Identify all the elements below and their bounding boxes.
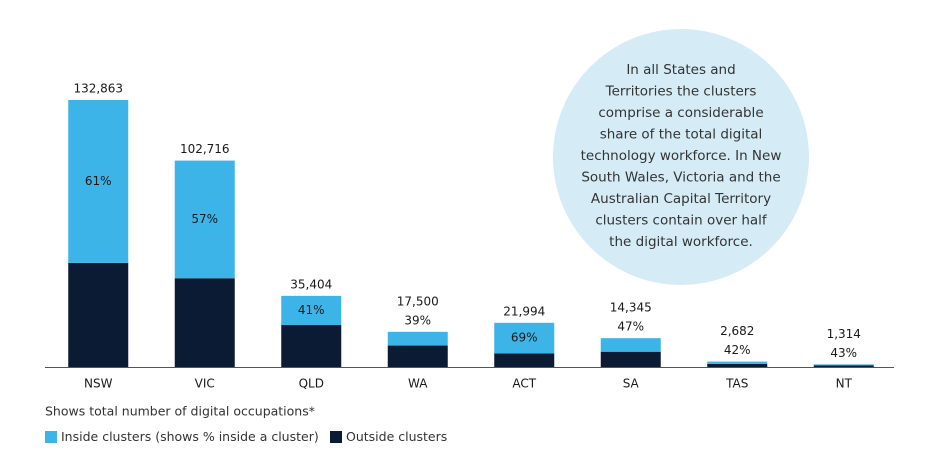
bar-segment bbox=[813, 365, 874, 367]
annotation-line: Territories the clusters bbox=[605, 84, 757, 100]
share-label: 61% bbox=[85, 174, 112, 188]
bar-segment bbox=[494, 322, 555, 354]
total-label: 102,716 bbox=[180, 142, 230, 156]
bar-segment bbox=[494, 353, 555, 367]
x-tick-label: QLD bbox=[299, 377, 324, 391]
bar-segment bbox=[707, 363, 768, 367]
bar-segment bbox=[600, 351, 661, 367]
annotation-line: In all States and bbox=[626, 62, 735, 78]
share-label: 43% bbox=[830, 346, 857, 360]
x-tick-label: NSW bbox=[84, 377, 113, 391]
legend-swatch bbox=[45, 431, 57, 443]
bar-segment bbox=[68, 262, 129, 367]
bar-segment bbox=[813, 364, 874, 366]
annotation-line: technology workforce. In New bbox=[581, 148, 782, 164]
total-label: 1,314 bbox=[827, 327, 861, 341]
bar-segment bbox=[707, 361, 768, 364]
total-label: 21,994 bbox=[503, 304, 545, 318]
x-tick-label: SA bbox=[623, 377, 640, 391]
bar-segment bbox=[281, 325, 342, 367]
bar-segment bbox=[281, 295, 342, 326]
total-label: 14,345 bbox=[610, 301, 652, 315]
annotation-line: clusters contain over half bbox=[595, 213, 768, 229]
annotation-line: the digital workforce. bbox=[609, 234, 753, 250]
bar-segment bbox=[387, 331, 448, 346]
x-tick-label: NT bbox=[836, 377, 853, 391]
total-label: 17,500 bbox=[397, 294, 439, 308]
total-label: 35,404 bbox=[290, 277, 332, 291]
legend-label: Inside clusters (shows % inside a cluste… bbox=[61, 429, 319, 444]
share-label: 41% bbox=[298, 303, 325, 317]
bar-segment bbox=[174, 160, 235, 279]
bar-segment bbox=[600, 338, 661, 352]
x-tick-label: ACT bbox=[512, 377, 536, 391]
share-label: 47% bbox=[617, 320, 644, 334]
bar-segment bbox=[68, 100, 129, 263]
annotation-line: Australian Capital Territory bbox=[591, 191, 771, 207]
legend-label: Outside clusters bbox=[346, 429, 447, 444]
note: Shows total number of digital occupation… bbox=[45, 404, 315, 419]
x-tick-label: WA bbox=[408, 377, 428, 391]
total-label: 2,682 bbox=[720, 324, 754, 338]
annotation-line: share of the total digital bbox=[600, 127, 763, 143]
annotation-line: comprise a considerable bbox=[598, 105, 763, 121]
annotation-bubble bbox=[553, 29, 809, 285]
share-label: 69% bbox=[511, 331, 538, 345]
total-label: 132,863 bbox=[73, 82, 123, 96]
annotation-line: South Wales, Victoria and the bbox=[581, 170, 780, 186]
share-label: 42% bbox=[724, 343, 751, 357]
legend-swatch bbox=[330, 431, 342, 443]
x-tick-label: TAS bbox=[725, 377, 748, 391]
x-tick-label: VIC bbox=[195, 377, 215, 391]
bar-segment bbox=[174, 278, 235, 367]
share-label: 39% bbox=[404, 313, 431, 327]
share-label: 57% bbox=[191, 212, 218, 226]
bar-segment bbox=[387, 345, 448, 367]
